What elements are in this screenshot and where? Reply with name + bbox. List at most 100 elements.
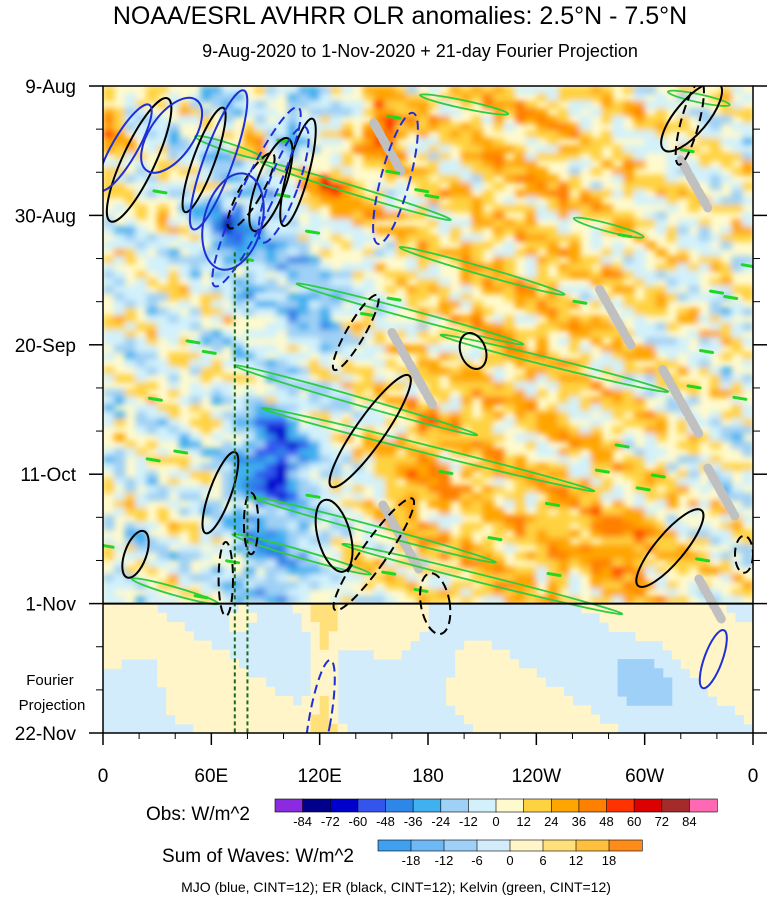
olr-anomaly-cell [666,529,678,538]
olr-anomaly-cell [633,374,646,383]
kelvin-dash [617,233,633,239]
olr-anomaly-cell [330,463,343,472]
olr-anomaly-cell [503,256,516,265]
olr-anomaly-cell [482,307,494,316]
olr-anomaly-cell [243,233,256,243]
olr-anomaly-cell [731,433,743,442]
olr-anomaly-cell [688,233,700,243]
olr-anomaly-cell [384,211,397,220]
olr-anomaly-cell [503,537,516,546]
olr-anomaly-cell [276,492,288,501]
olr-anomaly-cell [406,404,418,413]
olr-anomaly-cell [406,256,418,265]
olr-anomaly-cell [233,344,245,353]
olr-anomaly-cell [254,293,267,302]
projection-cell [644,668,655,679]
olr-anomaly-cell [308,404,321,413]
olr-anomaly-cell [493,86,505,95]
olr-anomaly-cell [168,418,180,427]
olr-anomaly-cell [482,145,494,154]
olr-anomaly-cell [352,596,364,605]
olr-anomaly-cell [482,551,494,560]
gray-streak [658,364,704,438]
olr-anomaly-cell [113,330,126,339]
olr-anomaly-cell [265,588,278,597]
colorbar-swatch [509,839,544,852]
olr-anomaly-cell [438,596,451,605]
olr-anomaly-cell [590,455,603,464]
olr-anomaly-cell [666,537,678,546]
olr-anomaly-cell [720,241,733,250]
olr-anomaly-cell [471,93,483,102]
olr-anomaly-cell [113,204,126,213]
olr-anomaly-cell [482,322,494,331]
projection-cell [193,686,203,697]
olr-anomaly-cell [688,263,700,272]
olr-anomaly-cell [655,123,668,132]
olr-anomaly-cell [558,285,570,294]
olr-anomaly-cell [612,115,624,124]
projection-cell [590,714,601,725]
olr-anomaly-cell [493,248,505,257]
olr-anomaly-cell [601,574,613,583]
olr-anomaly-cell [623,396,635,405]
olr-anomaly-cell [243,574,256,583]
olr-anomaly-cell [254,300,267,309]
olr-anomaly-cell [135,167,148,176]
projection-cell [355,631,366,642]
olr-anomaly-cell [731,588,743,597]
olr-anomaly-cell [460,544,473,553]
olr-anomaly-cell [168,189,180,198]
olr-anomaly-cell [742,418,753,427]
kelvin-dash [740,263,753,269]
olr-anomaly-cell [471,167,483,176]
olr-anomaly-cell [503,381,516,390]
olr-anomaly-cell [633,537,646,546]
olr-anomaly-cell [287,344,299,353]
olr-anomaly-cell [341,337,353,346]
olr-anomaly-cell [579,123,592,132]
olr-anomaly-cell [471,204,483,213]
projection-cell [121,631,131,642]
olr-anomaly-cell [135,278,148,287]
olr-anomaly-cell [265,256,278,265]
olr-anomaly-cell [525,522,538,531]
olr-anomaly-cell [558,123,570,132]
olr-anomaly-cell [633,389,646,398]
projection-cell [518,705,528,716]
projection-cell [319,705,330,716]
olr-anomaly-cell [103,167,115,176]
olr-anomaly-cell [103,396,115,405]
olr-anomaly-cell [330,448,343,457]
olr-anomaly-cell [590,108,603,117]
projection-cell [211,723,221,733]
projection-cell [220,723,230,733]
olr-anomaly-cell [189,463,202,472]
olr-anomaly-cell [113,293,126,302]
olr-anomaly-cell [308,581,321,590]
olr-anomaly-cell [308,100,321,109]
olr-anomaly-cell [276,404,288,413]
projection-cell [608,723,619,733]
projection-cell [644,659,655,669]
olr-anomaly-cell [157,544,169,553]
olr-anomaly-cell [103,411,115,420]
olr-anomaly-cell [688,588,700,597]
olr-anomaly-cell [493,159,505,169]
olr-anomaly-cell [742,123,753,132]
olr-anomaly-cell [276,559,288,568]
projection-cell [112,603,122,614]
kelvin-contour [260,407,596,493]
olr-anomaly-cell [612,463,624,472]
olr-anomaly-cell [384,492,397,501]
olr-anomaly-cell [243,278,256,287]
projection-cell [707,659,718,669]
olr-anomaly-cell [525,315,538,324]
olr-anomaly-cell [482,359,494,368]
olr-anomaly-cell [558,389,570,398]
olr-anomaly-cell [395,544,408,553]
olr-anomaly-cell [438,248,451,257]
olr-anomaly-cell [233,256,245,265]
olr-anomaly-cell [384,581,397,590]
olr-anomaly-cell [298,145,310,154]
